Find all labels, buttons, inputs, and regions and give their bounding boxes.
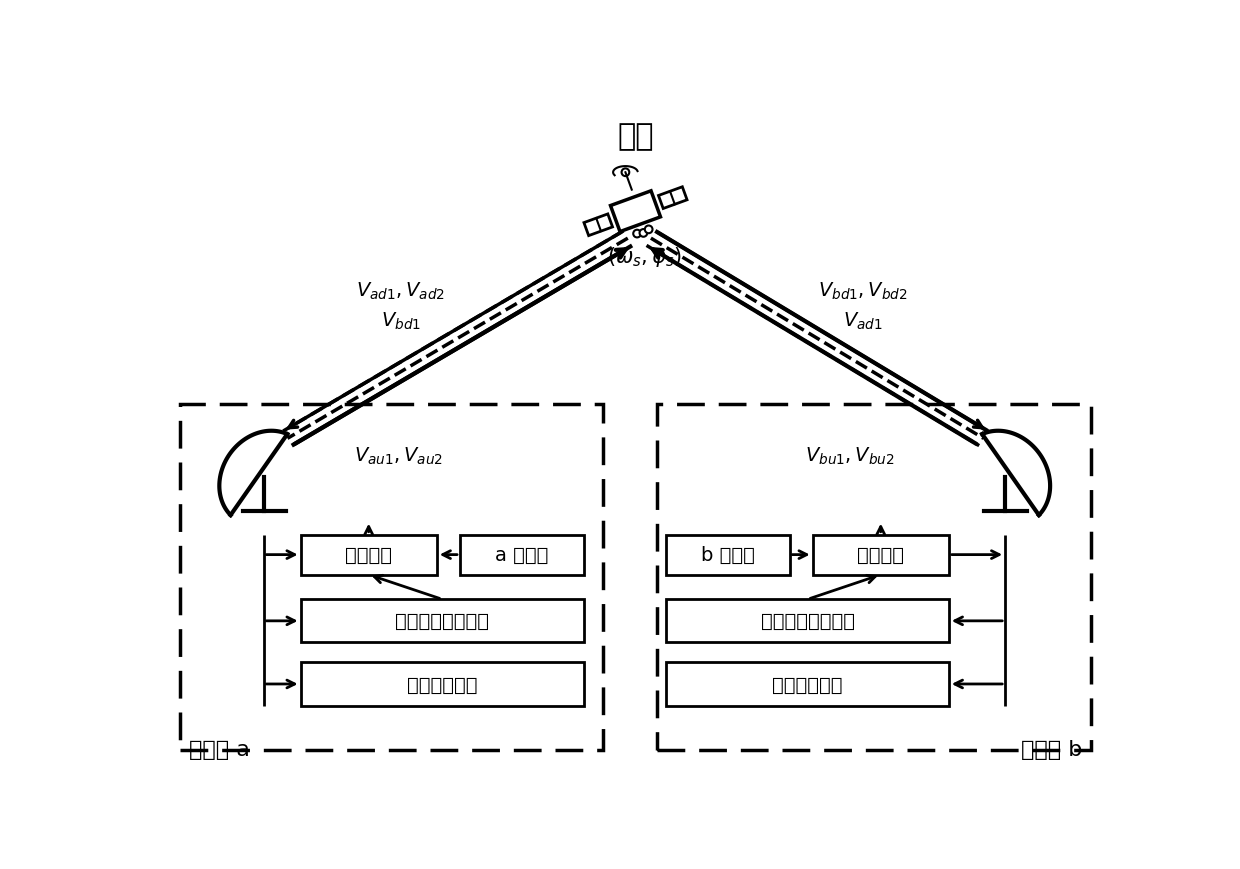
FancyBboxPatch shape — [812, 535, 949, 575]
Text: 钟差计算单元: 钟差计算单元 — [407, 674, 477, 693]
Text: 传输时延计算单元: 传输时延计算单元 — [760, 612, 854, 631]
FancyBboxPatch shape — [300, 535, 436, 575]
Text: $V_{bd1}, V_{bd2}$: $V_{bd1}, V_{bd2}$ — [817, 281, 908, 302]
Polygon shape — [610, 191, 661, 232]
FancyBboxPatch shape — [300, 600, 584, 643]
Text: $V_{bd1}$: $V_{bd1}$ — [381, 310, 420, 332]
Polygon shape — [658, 188, 687, 209]
Circle shape — [621, 169, 629, 177]
FancyBboxPatch shape — [180, 404, 603, 750]
FancyBboxPatch shape — [666, 663, 949, 706]
Text: $V_{ad1}$: $V_{ad1}$ — [843, 310, 883, 332]
Text: 补偿单元: 补偿单元 — [345, 546, 392, 565]
Text: $V_{bu1}, V_{bu2}$: $V_{bu1}, V_{bu2}$ — [805, 445, 895, 467]
FancyBboxPatch shape — [666, 535, 790, 575]
Text: 钟差计算单元: 钟差计算单元 — [773, 674, 843, 693]
Text: 补偿单元: 补偿单元 — [857, 546, 904, 565]
FancyBboxPatch shape — [300, 663, 584, 706]
Circle shape — [634, 230, 641, 238]
FancyBboxPatch shape — [460, 535, 584, 575]
Circle shape — [645, 226, 652, 234]
Text: a 地时钟: a 地时钟 — [495, 546, 548, 565]
Text: $(\omega_s, \varphi_s)$: $(\omega_s, \varphi_s)$ — [608, 244, 682, 269]
Circle shape — [640, 229, 647, 237]
FancyBboxPatch shape — [666, 600, 949, 643]
Text: 传输时延计算单元: 传输时延计算单元 — [396, 612, 490, 631]
Text: 卫星: 卫星 — [618, 123, 653, 151]
Text: 地面站 a: 地面站 a — [188, 739, 249, 759]
Text: b 地时钟: b 地时钟 — [701, 546, 755, 565]
Text: $V_{ad1}, V_{ad2}$: $V_{ad1}, V_{ad2}$ — [356, 281, 445, 302]
FancyBboxPatch shape — [657, 404, 1091, 750]
Text: $V_{au1}, V_{au2}$: $V_{au1}, V_{au2}$ — [355, 445, 444, 467]
Text: 地面站 b: 地面站 b — [1021, 739, 1083, 759]
Polygon shape — [584, 215, 613, 236]
